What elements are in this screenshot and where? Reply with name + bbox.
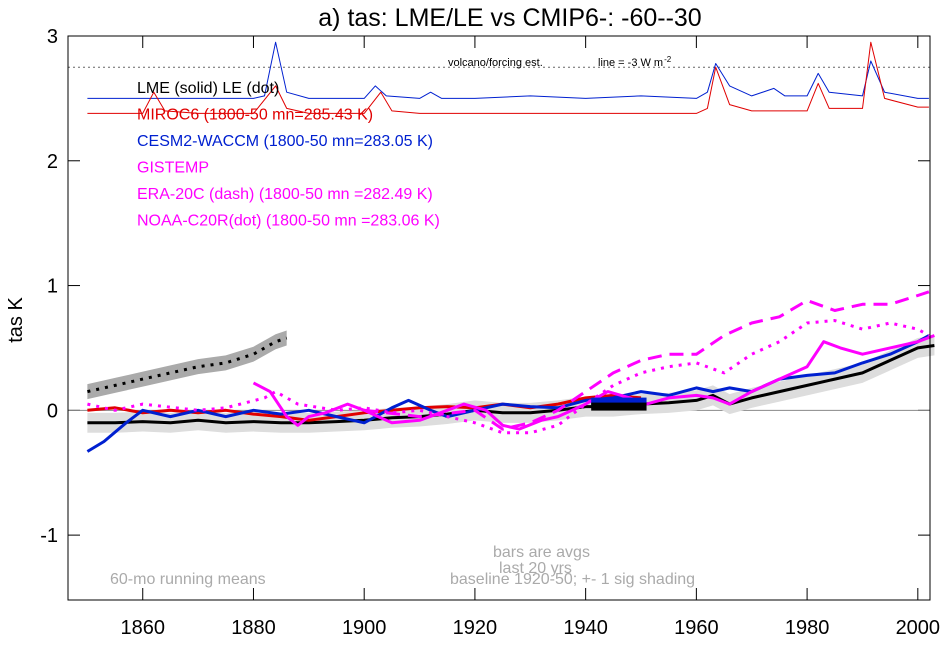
annotation: baseline 1920-50; +- 1 sig shading [450,571,695,588]
sig-shading [87,330,287,400]
chart-title: a) tas: LME/LE vs CMIP6-: -60--30 [318,4,701,32]
legend-entry: GISTEMP [137,160,209,177]
legend-entry: CESM2-WACCM (1800-50 mn=283.05 K) [137,133,433,150]
x-tick-label: 1940 [563,617,608,639]
series-line [86,334,930,453]
annotation: last 20 yrs [499,560,572,577]
series-line [87,393,642,422]
y-tick-label: -1 [40,525,58,547]
x-tick-label: 1880 [231,617,276,639]
annotation: 60-mo running means [110,571,266,588]
y-tick-label: 2 [47,151,58,173]
annotation-superscript: -2 [664,55,672,64]
annotation: line = -3 W m [598,57,663,69]
annotation: bars are avgs [493,544,590,561]
x-tick-label: 1980 [785,617,830,639]
series-line [252,334,935,431]
legend-entry: NOAA-C20R(dot) (1800-50 mn =283.06 K) [137,213,440,230]
sig-shading [87,335,935,433]
avg-bar [591,402,647,411]
x-tick-label: 2000 [896,617,941,639]
legend-entry: LME (solid) LE (dot) [137,80,279,97]
y-tick-label: 1 [47,276,58,298]
plot-frame [67,35,931,601]
x-tick-label: 1860 [120,617,165,639]
series-line [87,319,930,435]
series-line [87,41,929,99]
y-tick-label: 3 [47,26,58,48]
y-axis-label: tas K [5,297,27,343]
series-line [364,290,930,431]
x-tick-label: 1900 [342,617,387,639]
x-tick-label: 1920 [453,617,498,639]
series-line [87,336,288,394]
y-tick-label: 0 [47,400,58,422]
legend-entry: ERA-20C (dash) (1800-50 mn =282.49 K) [137,186,433,203]
legend-entry: MIROC6 (1800-50 mn=285.43 K) [137,107,373,124]
avg-bar [591,397,647,406]
annotation: volcano/forcing est. [448,57,543,69]
series-line [87,344,935,425]
series-line [87,41,929,114]
x-tick-label: 1960 [674,617,719,639]
